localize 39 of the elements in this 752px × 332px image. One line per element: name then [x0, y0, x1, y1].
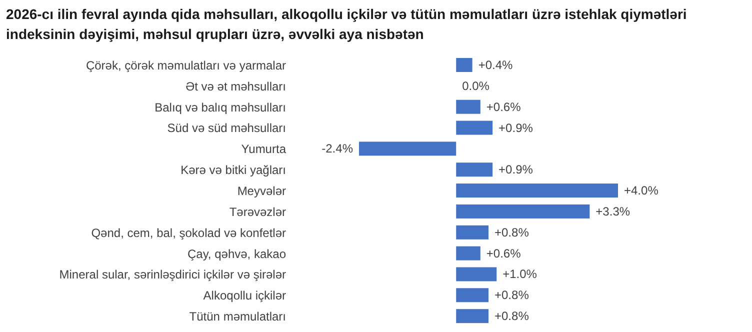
bar [456, 225, 488, 240]
bar [456, 120, 493, 135]
data-label: +0.6% [486, 246, 522, 260]
data-label: -2.4% [322, 142, 354, 156]
data-label: +4.0% [624, 184, 659, 198]
data-label: 0.0% [462, 78, 490, 93]
y-tick-label: Çörək, çörək məmulatları və yarmalar [86, 58, 286, 72]
bar [456, 184, 618, 198]
y-tick-label: Alkoqollu içkilər [203, 288, 286, 303]
data-label: +3.3% [596, 204, 630, 218]
data-label: +0.8% [494, 309, 530, 324]
data-label: +0.9% [498, 162, 534, 177]
data-label: +0.8% [494, 225, 530, 240]
data-label: +0.6% [486, 100, 522, 114]
bar [456, 204, 590, 218]
data-label: +0.9% [498, 120, 534, 135]
data-label: +0.4% [478, 58, 513, 72]
bar [456, 288, 488, 302]
y-tick-label: Süd və süd məhsulları [167, 121, 286, 136]
bar [456, 309, 488, 324]
y-tick-label: Mineral sular, sərinləşdirici içkilər və şirələr [59, 268, 286, 282]
bar [456, 58, 472, 72]
data-label: +1.0% [502, 267, 538, 282]
bar [359, 142, 456, 156]
bar [456, 267, 497, 282]
y-tick-label: Balıq və balıq məhsulları [154, 100, 286, 114]
y-tick-label: Yumurta [241, 142, 286, 156]
y-tick-label: Tərəvəzlər [229, 204, 286, 219]
y-tick-label: Ət və ət məhsulları [186, 79, 286, 94]
bar [456, 246, 480, 260]
bar [456, 100, 480, 114]
data-label: +0.8% [494, 288, 530, 302]
y-tick-label: Çay, qəhvə, kakao [187, 246, 286, 261]
bar [456, 162, 493, 177]
y-tick-label: Meyvələr [237, 184, 286, 198]
y-tick-label: Qənd, cem, bal, şokolad və konfetlər [91, 226, 286, 240]
y-tick-label: Tütün məmulatları [189, 310, 286, 324]
y-tick-label: Kərə və bitki yağları [180, 163, 286, 178]
chart-title: 2026-cı ilin fevral ayında qida məhsulları, alkoqollu içkilər və tütün məmulatları üzrə istehlak qiymətləri indeksinin dəyişimi, məhsul qrupları üzrə, əvvəlki aya nisbətən [6, 5, 688, 44]
